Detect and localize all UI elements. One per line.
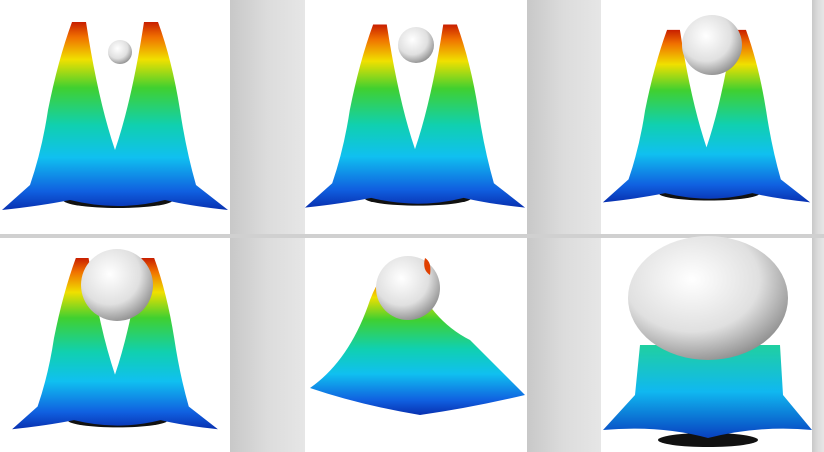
panel (2, 22, 228, 210)
page: (() => { const data = JSON.parse(documen… (0, 0, 824, 452)
panel (310, 256, 525, 415)
figure (0, 0, 824, 452)
panel (603, 236, 812, 447)
gap (230, 0, 305, 452)
panel (603, 15, 810, 202)
panel (12, 249, 218, 429)
gap (812, 0, 824, 452)
gap (527, 0, 601, 452)
panel (305, 24, 525, 207)
